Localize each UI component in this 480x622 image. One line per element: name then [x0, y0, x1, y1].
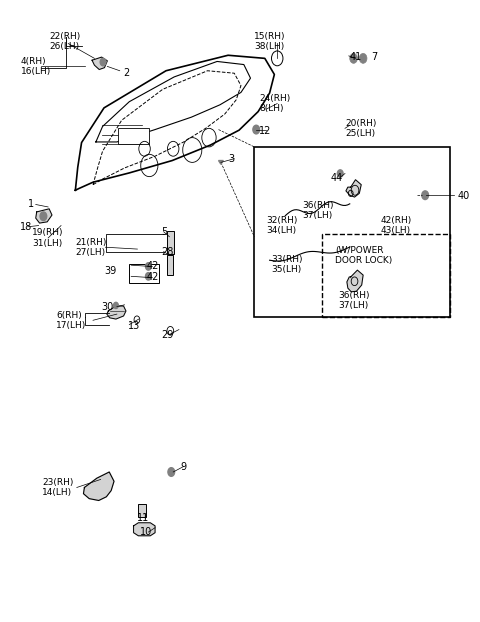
Text: 11: 11	[137, 513, 150, 524]
Text: 42: 42	[147, 261, 159, 271]
Text: 40: 40	[457, 192, 469, 202]
Text: 41: 41	[350, 52, 362, 62]
Bar	[138, 504, 146, 518]
Text: 44: 44	[331, 173, 343, 183]
Circle shape	[337, 170, 343, 177]
Polygon shape	[133, 522, 155, 536]
Bar	[322, 234, 450, 317]
Text: 30: 30	[102, 302, 114, 312]
Bar	[118, 128, 149, 144]
Text: 13: 13	[128, 322, 140, 332]
Text: 24(RH)
8(LH): 24(RH) 8(LH)	[259, 94, 290, 113]
Text: 42(RH)
43(LH): 42(RH) 43(LH)	[381, 216, 412, 235]
Circle shape	[114, 302, 118, 309]
Text: 28: 28	[161, 247, 174, 257]
Text: 10: 10	[140, 527, 152, 537]
Text: 7: 7	[371, 52, 377, 62]
Circle shape	[40, 212, 47, 221]
Text: 4(RH)
16(LH): 4(RH) 16(LH)	[21, 57, 51, 76]
Text: 29: 29	[161, 330, 174, 340]
Circle shape	[360, 53, 367, 63]
Text: 36(RH)
37(LH): 36(RH) 37(LH)	[338, 290, 369, 310]
Circle shape	[422, 191, 429, 200]
Text: (W/POWER
DOOR LOCK): (W/POWER DOOR LOCK)	[336, 246, 393, 265]
Text: 39: 39	[104, 266, 116, 276]
Text: 22(RH)
26(LH): 22(RH) 26(LH)	[49, 32, 80, 52]
Polygon shape	[84, 472, 114, 501]
Circle shape	[168, 468, 175, 476]
Polygon shape	[36, 209, 52, 223]
Text: 6(RH)
17(LH): 6(RH) 17(LH)	[56, 310, 86, 330]
Circle shape	[350, 53, 358, 63]
Text: 18: 18	[20, 222, 32, 232]
Text: 19(RH)
31(LH): 19(RH) 31(LH)	[33, 228, 64, 248]
Text: 12: 12	[259, 126, 272, 136]
Text: 5: 5	[161, 228, 168, 238]
Text: 42: 42	[147, 272, 159, 282]
Text: 9: 9	[180, 462, 186, 472]
Bar	[254, 147, 450, 317]
Polygon shape	[218, 160, 223, 164]
Text: 32(RH)
34(LH): 32(RH) 34(LH)	[266, 216, 298, 235]
Text: 1: 1	[28, 200, 34, 210]
Circle shape	[100, 58, 106, 66]
Text: 21(RH)
27(LH): 21(RH) 27(LH)	[75, 238, 107, 257]
Text: 3: 3	[228, 154, 234, 164]
Bar	[129, 264, 159, 282]
Polygon shape	[346, 180, 361, 197]
Circle shape	[145, 272, 151, 280]
Circle shape	[145, 262, 151, 270]
Bar	[168, 231, 174, 254]
Text: 36(RH)
37(LH): 36(RH) 37(LH)	[302, 201, 334, 220]
Text: 20(RH)
25(LH): 20(RH) 25(LH)	[345, 119, 376, 138]
Bar	[168, 254, 173, 275]
Text: 33(RH)
35(LH): 33(RH) 35(LH)	[271, 255, 302, 274]
Polygon shape	[92, 57, 108, 70]
Polygon shape	[347, 270, 363, 292]
Text: 2: 2	[123, 68, 129, 78]
Circle shape	[253, 125, 260, 134]
Polygon shape	[107, 306, 126, 319]
Text: 23(RH)
14(LH): 23(RH) 14(LH)	[42, 478, 73, 497]
Text: 15(RH)
38(LH): 15(RH) 38(LH)	[254, 32, 286, 52]
